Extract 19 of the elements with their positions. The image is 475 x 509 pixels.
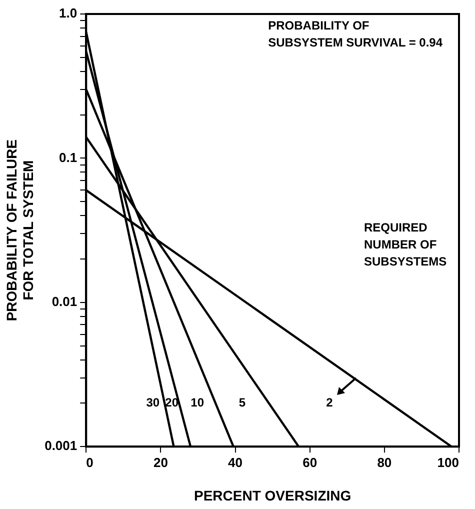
x-tick-label: 60 (302, 454, 318, 470)
x-tick-label: 20 (153, 454, 168, 470)
y-tick-label: 0.01 (52, 294, 78, 309)
y-axis-title: PROBABILITY OF FAILURE FOR TOTAL SYSTEM (3, 139, 36, 322)
y-tick-label: 0.001 (44, 438, 78, 454)
x-tick-label: 80 (377, 454, 392, 470)
legend-label: 2 (326, 396, 334, 410)
x-tick-label: 40 (228, 454, 243, 470)
x-axis-title: PERCENT OVERSIZING (194, 487, 352, 504)
annotation: PROBABILITY OF SUBSYSTEM SURVIVAL = 0.94 (268, 18, 443, 50)
x-tick-label: 0 (86, 454, 94, 470)
y-tick-label: 1.0 (59, 6, 78, 21)
series-label: 5 (238, 396, 246, 410)
x-tick-label: 100 (437, 454, 459, 470)
y-tick-label: 0.1 (59, 150, 78, 165)
series-label: 20 (165, 396, 179, 410)
annotation: REQUIRED NUMBER OF SUBSYSTEMS (364, 220, 447, 268)
series-label: 10 (190, 396, 204, 410)
series-label: 30 (146, 396, 160, 410)
